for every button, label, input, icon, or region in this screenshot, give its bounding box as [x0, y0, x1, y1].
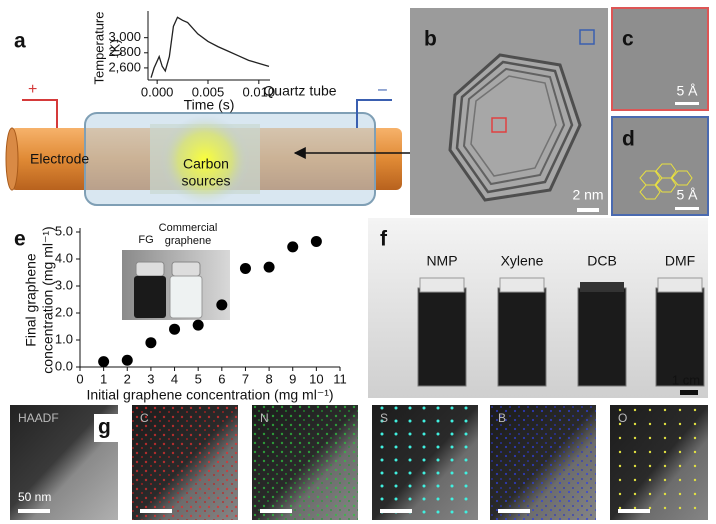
- inset-label: FG: [138, 234, 153, 246]
- y-tick-label: 3.0: [55, 277, 73, 292]
- y-axis-title: concentration (mg ml⁻¹): [40, 226, 56, 373]
- data-point: [216, 299, 228, 311]
- x-axis-title: Time (s): [184, 97, 235, 113]
- data-point: [287, 241, 299, 253]
- map-label: O: [618, 411, 627, 425]
- map-label: S: [380, 411, 388, 425]
- scale-bar-label: 1 cm: [672, 372, 700, 387]
- rod-end: [5, 127, 19, 191]
- panel-label: d: [622, 128, 635, 151]
- panel-label: g: [98, 416, 111, 439]
- y-tick-label: 2.0: [55, 304, 73, 319]
- tem-zoom: [611, 7, 709, 216]
- scale-bar-label: 50 nm: [18, 490, 51, 504]
- x-tick-label: 11: [333, 371, 347, 386]
- carbon-label: sources: [181, 173, 230, 189]
- solvent-label: DMF: [665, 253, 695, 269]
- data-point: [169, 323, 181, 335]
- scale-bar-label: 5 Å: [676, 83, 698, 99]
- eds-maps: [10, 405, 708, 520]
- inset-label: graphene: [165, 235, 212, 247]
- x-tick-label: 4: [171, 371, 178, 386]
- furnace-drawing: [5, 99, 422, 206]
- y-tick-label: 4.0: [55, 250, 73, 265]
- panel-label: e: [14, 228, 26, 251]
- x-tick-label: 0.010: [243, 84, 276, 99]
- y-tick-label: 2,600: [108, 59, 141, 74]
- map-label: N: [260, 411, 269, 425]
- y-tick-label: 1.0: [55, 331, 73, 346]
- carbon-label: Carbon: [183, 156, 229, 172]
- x-tick-label: 7: [242, 371, 249, 386]
- x-tick-label: 5: [195, 371, 202, 386]
- x-tick-label: 1: [100, 371, 107, 386]
- y-tick-label: 2,800: [108, 44, 141, 59]
- y-axis-title: Temperature: [91, 12, 106, 85]
- tube-label: Quartz tube: [263, 83, 336, 99]
- y-tick-label: 0.0: [55, 358, 73, 373]
- data-point: [145, 337, 157, 349]
- y-axis-title: Final graphene: [23, 253, 39, 347]
- x-tick-label: 6: [218, 371, 225, 386]
- data-point: [98, 356, 110, 368]
- x-tick-label: 0.000: [141, 84, 174, 99]
- data-point: [263, 261, 275, 273]
- solvent-label: NMP: [426, 253, 457, 269]
- wire-positive: [22, 99, 58, 128]
- electrode-label: Electrode: [30, 151, 89, 167]
- minus-sign: –: [378, 81, 387, 98]
- y-tick-label: 5.0: [55, 223, 73, 238]
- scale-bar-label: 5 Å: [676, 187, 698, 203]
- panel-label: c: [622, 28, 634, 51]
- inset-label: Commercial: [159, 222, 218, 234]
- solvent-photo: [368, 218, 708, 398]
- data-point: [310, 235, 322, 247]
- x-tick-label: 2: [124, 371, 131, 386]
- data-line: [150, 16, 270, 78]
- glow: [160, 115, 250, 205]
- panel-label: b: [424, 28, 437, 51]
- y-axis-title: (K): [107, 39, 122, 56]
- plus-sign: +: [28, 81, 37, 98]
- solvent-label: Xylene: [501, 253, 544, 269]
- x-tick-label: 9: [289, 371, 296, 386]
- x-axis-title: Initial graphene concentration (mg ml⁻¹): [86, 387, 333, 403]
- scale-bar-label: 2 nm: [572, 187, 603, 203]
- vial-photo: [122, 250, 230, 320]
- x-tick-label: 8: [265, 371, 272, 386]
- x-tick-label: 0: [76, 371, 83, 386]
- solvent-label: DCB: [587, 253, 617, 269]
- x-tick-label: 0.005: [192, 84, 225, 99]
- panel-label: f: [380, 228, 388, 251]
- map-label: B: [498, 411, 506, 425]
- x-tick-label: 3: [147, 371, 154, 386]
- data-point: [239, 262, 251, 274]
- map-label: C: [140, 411, 149, 425]
- data-point: [121, 354, 133, 366]
- tem-image: [410, 8, 608, 215]
- map-label: HAADF: [18, 411, 59, 425]
- data-point: [192, 319, 204, 331]
- panel-label: a: [14, 30, 26, 53]
- y-tick-label: 3,000: [108, 29, 141, 44]
- wire-negative: [356, 99, 392, 128]
- x-tick-label: 10: [309, 371, 323, 386]
